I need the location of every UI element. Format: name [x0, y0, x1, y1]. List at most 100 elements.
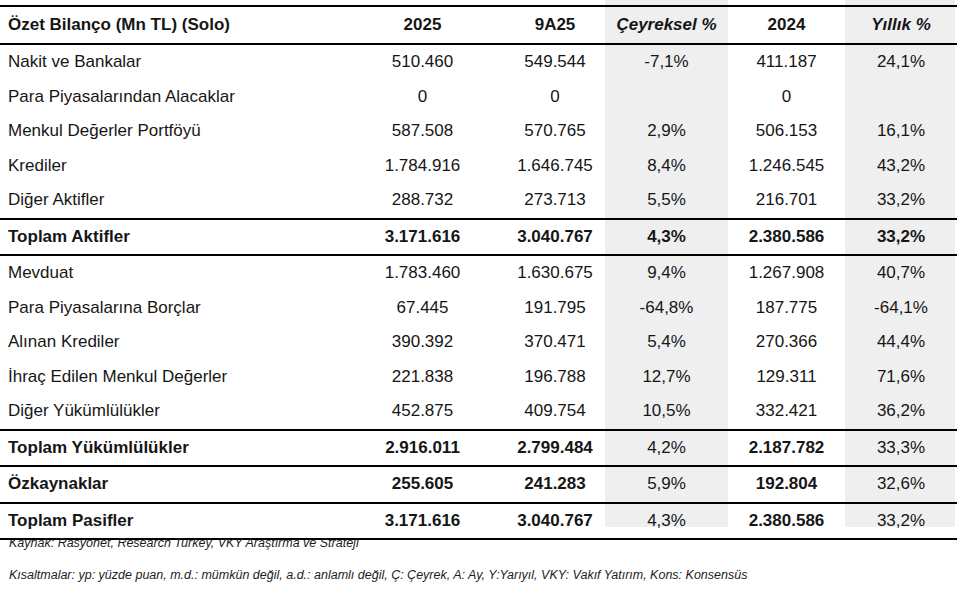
value-9a25: 1.646.745	[505, 149, 605, 184]
value-quarterly-pct	[605, 80, 728, 115]
column-header-2024: 2024	[728, 6, 845, 44]
value-2024: 129.311	[728, 360, 845, 395]
value-yearly-pct: 33,2%	[845, 503, 957, 540]
value-yearly-pct: 33,2%	[845, 219, 957, 256]
row-label: Toplam Pasifler	[0, 503, 340, 540]
table-row: Para Piyasalarına Borçlar67.445191.795-6…	[0, 291, 957, 326]
column-header-quarterly-pct: Çeyreksel %	[605, 6, 728, 44]
table-row: Toplam Yükümlülükler2.916.0112.799.4844,…	[0, 430, 957, 467]
value-2025: 1.783.460	[340, 255, 505, 291]
value-2025: 2.916.011	[340, 430, 505, 467]
summary-balance-sheet-table: Özet Bilanço (Mn TL) (Solo) 2025 9A25 Çe…	[0, 5, 957, 540]
value-2025: 510.460	[340, 44, 505, 80]
row-label: Özkaynaklar	[0, 466, 340, 503]
value-quarterly-pct: -7,1%	[605, 44, 728, 80]
value-quarterly-pct: 5,9%	[605, 466, 728, 503]
value-quarterly-pct: 2,9%	[605, 114, 728, 149]
row-label: İhraç Edilen Menkul Değerler	[0, 360, 340, 395]
value-yearly-pct: 40,7%	[845, 255, 957, 291]
row-label: Krediler	[0, 149, 340, 184]
source-note: Kaynak: Rasyonet, Research Turkey, VKY A…	[9, 536, 747, 551]
table-row: İhraç Edilen Menkul Değerler221.838196.7…	[0, 360, 957, 395]
value-2025: 390.392	[340, 325, 505, 360]
table-row: Nakit ve Bankalar510.460549.544-7,1%411.…	[0, 44, 957, 80]
table-row: Diğer Yükümlülükler452.875409.75410,5%33…	[0, 394, 957, 430]
row-label: Toplam Aktifler	[0, 219, 340, 256]
value-9a25: 241.283	[505, 466, 605, 503]
value-9a25: 3.040.767	[505, 503, 605, 540]
value-9a25: 2.799.484	[505, 430, 605, 467]
value-2025: 288.732	[340, 183, 505, 219]
value-quarterly-pct: 10,5%	[605, 394, 728, 430]
value-quarterly-pct: 4,2%	[605, 430, 728, 467]
row-label: Mevduat	[0, 255, 340, 291]
value-2025: 3.171.616	[340, 219, 505, 256]
value-quarterly-pct: 5,5%	[605, 183, 728, 219]
value-2024: 411.187	[728, 44, 845, 80]
value-2025: 255.605	[340, 466, 505, 503]
value-yearly-pct: 32,6%	[845, 466, 957, 503]
value-yearly-pct: 33,2%	[845, 183, 957, 219]
row-label: Nakit ve Bankalar	[0, 44, 340, 80]
value-2024: 2.380.586	[728, 219, 845, 256]
value-9a25: 409.754	[505, 394, 605, 430]
value-2025: 587.508	[340, 114, 505, 149]
value-9a25: 570.765	[505, 114, 605, 149]
table-row: Alınan Krediler390.392370.4715,4%270.366…	[0, 325, 957, 360]
value-2025: 1.784.916	[340, 149, 505, 184]
value-9a25: 191.795	[505, 291, 605, 326]
table-row: Mevduat1.783.4601.630.6759,4%1.267.90840…	[0, 255, 957, 291]
value-yearly-pct	[845, 80, 957, 115]
value-quarterly-pct: 5,4%	[605, 325, 728, 360]
column-header-2025: 2025	[340, 6, 505, 44]
value-quarterly-pct: 9,4%	[605, 255, 728, 291]
value-2024: 270.366	[728, 325, 845, 360]
value-quarterly-pct: -64,8%	[605, 291, 728, 326]
value-2024: 506.153	[728, 114, 845, 149]
value-2024: 2.187.782	[728, 430, 845, 467]
value-2025: 221.838	[340, 360, 505, 395]
value-yearly-pct: 33,3%	[845, 430, 957, 467]
value-2024: 1.246.545	[728, 149, 845, 184]
value-quarterly-pct: 4,3%	[605, 503, 728, 540]
value-2024: 187.775	[728, 291, 845, 326]
value-yearly-pct: 24,1%	[845, 44, 957, 80]
table-header-row: Özet Bilanço (Mn TL) (Solo) 2025 9A25 Çe…	[0, 6, 957, 44]
abbreviations-note: Kısaltmalar: yp: yüzde puan, m.d.: mümkü…	[9, 568, 747, 583]
value-2024: 0	[728, 80, 845, 115]
table-row: Toplam Pasifler3.171.6163.040.7674,3%2.3…	[0, 503, 957, 540]
value-2025: 67.445	[340, 291, 505, 326]
value-quarterly-pct: 4,3%	[605, 219, 728, 256]
value-yearly-pct: 71,6%	[845, 360, 957, 395]
value-2024: 2.380.586	[728, 503, 845, 540]
value-9a25: 196.788	[505, 360, 605, 395]
value-yearly-pct: -64,1%	[845, 291, 957, 326]
table-title: Özet Bilanço (Mn TL) (Solo)	[0, 6, 340, 44]
footnotes: Kaynak: Rasyonet, Research Turkey, VKY A…	[9, 536, 747, 596]
table-row: Menkul Değerler Portföyü587.508570.7652,…	[0, 114, 957, 149]
row-label: Para Piyasalarından Alacaklar	[0, 80, 340, 115]
value-yearly-pct: 43,2%	[845, 149, 957, 184]
value-9a25: 3.040.767	[505, 219, 605, 256]
table-row: Diğer Aktifler288.732273.7135,5%216.7013…	[0, 183, 957, 219]
row-label: Para Piyasalarına Borçlar	[0, 291, 340, 326]
table-row: Özkaynaklar255.605241.2835,9%192.80432,6…	[0, 466, 957, 503]
value-2024: 216.701	[728, 183, 845, 219]
value-2024: 1.267.908	[728, 255, 845, 291]
value-9a25: 273.713	[505, 183, 605, 219]
value-quarterly-pct: 12,7%	[605, 360, 728, 395]
value-9a25: 370.471	[505, 325, 605, 360]
value-2025: 3.171.616	[340, 503, 505, 540]
row-label: Diğer Aktifler	[0, 183, 340, 219]
value-9a25: 0	[505, 80, 605, 115]
value-quarterly-pct: 8,4%	[605, 149, 728, 184]
value-9a25: 1.630.675	[505, 255, 605, 291]
column-header-9a25: 9A25	[505, 6, 605, 44]
value-yearly-pct: 36,2%	[845, 394, 957, 430]
table-row: Toplam Aktifler3.171.6163.040.7674,3%2.3…	[0, 219, 957, 256]
value-2024: 192.804	[728, 466, 845, 503]
row-label: Alınan Krediler	[0, 325, 340, 360]
row-label: Toplam Yükümlülükler	[0, 430, 340, 467]
value-9a25: 549.544	[505, 44, 605, 80]
value-yearly-pct: 16,1%	[845, 114, 957, 149]
